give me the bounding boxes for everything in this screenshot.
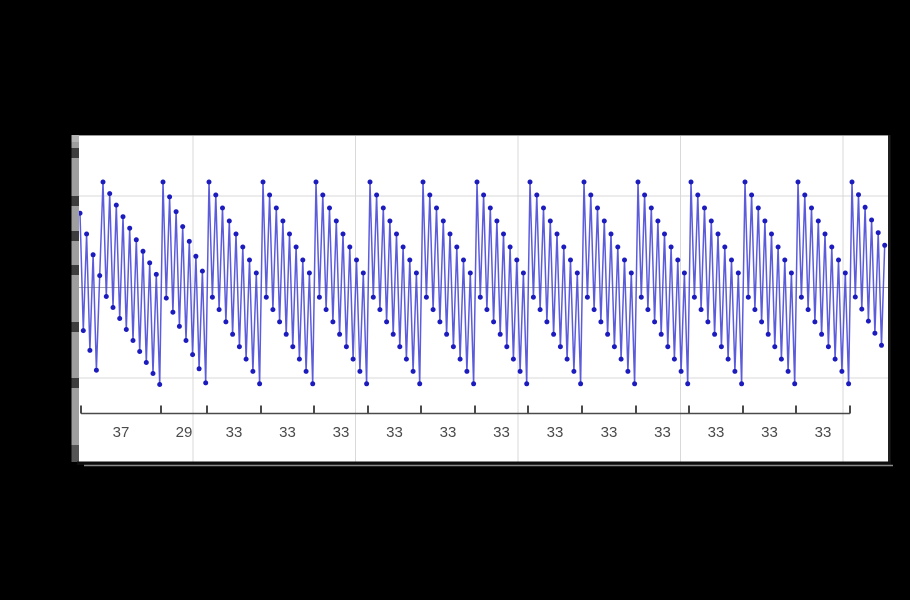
interval-count-label: 33 <box>708 424 725 441</box>
plot-borders <box>77 135 893 467</box>
y-axis-strip-tick <box>71 265 79 275</box>
interval-count-label: 33 <box>493 424 510 441</box>
interval-ruler: 37 29 33 33 33 33 33 33 33 33 33 33 33 33 <box>80 405 851 441</box>
y-axis-strip-tick <box>71 231 79 241</box>
interval-count-label: 33 <box>601 424 618 441</box>
y-axis-strip-tick <box>71 322 79 332</box>
interval-count-label: 33 <box>815 424 832 441</box>
signal-series <box>79 179 888 387</box>
y-axis-strip <box>71 135 79 462</box>
interval-count-label: 33 <box>440 424 457 441</box>
interval-count-label: 29 <box>176 424 193 441</box>
interval-count-label: 37 <box>113 424 130 441</box>
interval-count-label: 33 <box>761 424 778 441</box>
interval-count-label: 33 <box>226 424 243 441</box>
signal-markers <box>79 179 888 387</box>
y-axis-strip-tick <box>71 378 79 388</box>
y-axis-strip-tick <box>71 148 79 158</box>
interval-count-label: 33 <box>279 424 296 441</box>
interval-count-label: 33 <box>333 424 350 441</box>
interval-count-label: 33 <box>547 424 564 441</box>
interval-count-label: 33 <box>654 424 671 441</box>
interval-count-label: 33 <box>386 424 403 441</box>
signal-line <box>79 181 886 385</box>
y-axis-strip-tick <box>71 196 79 206</box>
